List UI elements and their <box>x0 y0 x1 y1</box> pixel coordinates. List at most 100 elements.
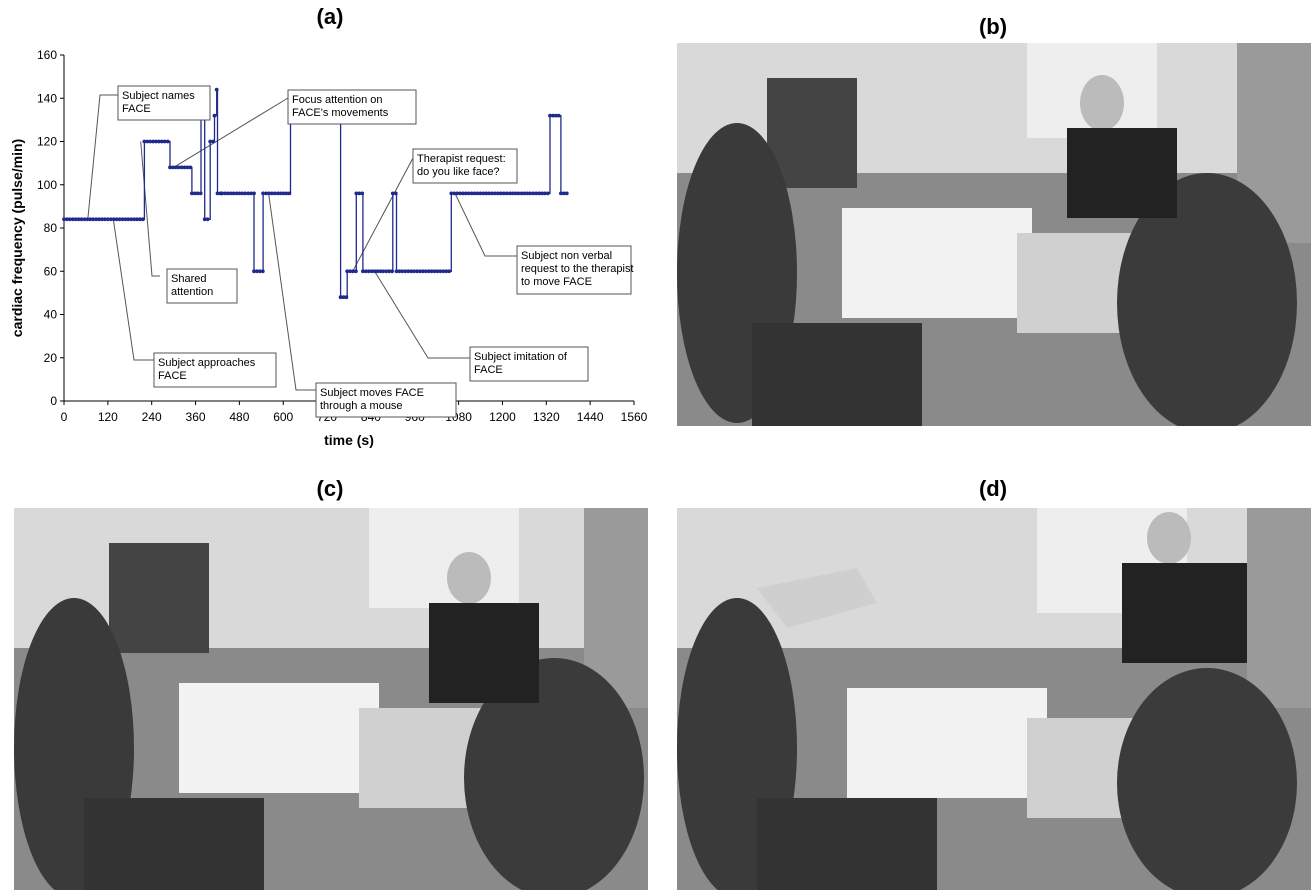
data-point <box>260 269 265 274</box>
annotation-box <box>516 245 632 295</box>
y-tick-label: 40 <box>44 308 58 322</box>
data-point <box>120 217 125 222</box>
x-axis-title: time (s) <box>324 432 374 448</box>
annotation-leader-line <box>140 141 160 277</box>
data-point <box>240 191 245 196</box>
data-point <box>249 191 254 196</box>
annotation-callout: Therapist request:do you like face? <box>412 148 518 184</box>
data-point <box>165 139 170 144</box>
data-point <box>452 191 457 196</box>
data-point <box>415 269 419 274</box>
x-tick-label: 600 <box>273 410 293 424</box>
data-point <box>73 217 78 222</box>
annotation-text: Subject names <box>122 90 195 102</box>
annotation-leader-line <box>352 157 414 272</box>
data-point <box>214 87 219 92</box>
data-point <box>361 269 365 274</box>
annotation-text: Subject moves FACE <box>320 387 424 399</box>
data-point <box>528 191 533 196</box>
data-point <box>135 217 140 222</box>
annotation-box <box>166 268 238 304</box>
panel-label-a: (a) <box>316 4 344 29</box>
data-point <box>354 191 359 196</box>
data-point <box>472 191 477 196</box>
data-point <box>540 191 544 196</box>
data-point <box>126 217 131 222</box>
data-point <box>257 269 262 274</box>
data-point <box>481 191 486 196</box>
y-tick-label: 80 <box>44 221 58 235</box>
annotation-box <box>469 346 589 382</box>
data-point <box>561 191 566 196</box>
data-point <box>182 165 187 170</box>
data-point <box>369 269 374 274</box>
data-point <box>70 217 75 222</box>
data-point <box>208 139 213 144</box>
annotation-text: FACE's movements <box>292 107 389 119</box>
data-point <box>390 269 394 274</box>
data-point <box>372 269 377 274</box>
x-tick-label: 1560 <box>621 410 648 424</box>
annotation-text: Subject approaches <box>158 357 256 369</box>
data-point <box>212 113 217 118</box>
data-point <box>94 217 99 222</box>
x-tick-label: 1320 <box>533 410 560 424</box>
data-point <box>432 269 437 274</box>
data-point <box>502 191 506 196</box>
data-point <box>154 139 159 144</box>
data-point <box>357 191 362 196</box>
data-point <box>267 191 271 196</box>
y-tick-label: 60 <box>44 264 58 278</box>
data-point <box>287 191 292 196</box>
data-point <box>490 191 495 196</box>
data-point <box>117 217 122 222</box>
data-point <box>519 191 524 196</box>
x-tick-label: 240 <box>142 410 162 424</box>
annotation-leader-line <box>454 193 517 257</box>
annotation-box <box>412 148 518 184</box>
data-point <box>103 217 107 222</box>
data-point <box>211 139 216 144</box>
data-point <box>351 269 355 274</box>
x-tick-label: 480 <box>229 410 249 424</box>
y-tick-label: 100 <box>37 178 57 192</box>
annotation-text: attention <box>171 286 213 298</box>
data-point <box>487 191 492 196</box>
data-point <box>168 165 172 170</box>
data-point <box>88 217 93 222</box>
data-point <box>237 191 242 196</box>
data-point <box>100 217 104 222</box>
data-point <box>449 191 454 196</box>
y-tick-label: 120 <box>37 135 57 149</box>
annotation-leader-line <box>268 193 316 391</box>
data-point <box>215 191 220 196</box>
data-point <box>542 191 547 196</box>
data-point <box>496 191 500 196</box>
data-point <box>192 191 197 196</box>
data-point <box>132 217 137 222</box>
data-point <box>412 269 416 274</box>
data-point <box>82 217 87 222</box>
data-point <box>441 269 446 274</box>
data-point <box>338 295 343 300</box>
data-point <box>281 191 286 196</box>
annotation-text: Subject imitation of <box>474 351 568 363</box>
data-point <box>345 269 350 274</box>
data-point <box>176 165 181 170</box>
data-point <box>195 191 200 196</box>
data-point <box>270 191 274 196</box>
data-point <box>129 217 134 222</box>
data-point <box>461 191 465 196</box>
therapy-room-photo-b <box>677 43 1311 426</box>
y-tick-label: 20 <box>44 351 58 365</box>
data-point <box>171 165 175 170</box>
data-point <box>138 217 142 222</box>
data-point <box>545 191 550 196</box>
data-point <box>438 269 443 274</box>
data-point <box>151 139 156 144</box>
data-point <box>429 269 434 274</box>
data-point <box>162 139 167 144</box>
data-point <box>255 269 259 274</box>
